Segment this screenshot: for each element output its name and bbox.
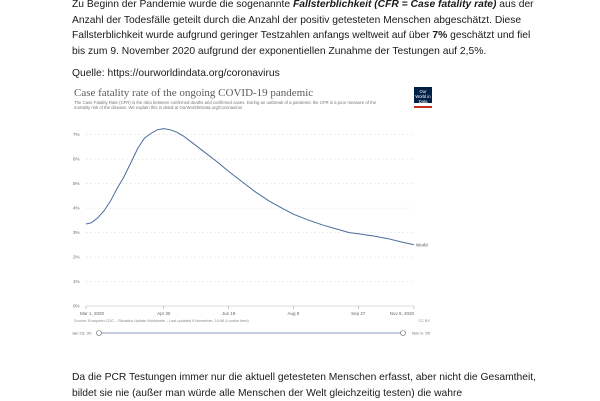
owid-logo: Our World in Data <box>414 87 432 108</box>
timeline-end-label: Nov 9, '20 <box>412 331 431 336</box>
source-line: Quelle: https://ourworldindata.org/coron… <box>72 68 280 79</box>
y-tick-label: 4% <box>73 206 80 211</box>
cfr-chart-figure: Case fatality rate of the ongoing COVID-… <box>72 87 432 340</box>
paragraph-run: Fallsterblichkeit (CFR = Case fatality r… <box>292 0 497 10</box>
second-paragraph: Da die PCR Testungen immer nur die aktue… <box>72 372 536 399</box>
paragraph-run: Zu Beginn der Pandemie wurde die sogenan… <box>72 0 293 10</box>
y-tick-label: 5% <box>73 181 80 186</box>
x-tick-label: Mar 1, 2020 <box>80 311 105 316</box>
y-tick-label: 0% <box>73 304 80 309</box>
x-tick-label: Sep 27 <box>351 311 366 316</box>
chart-title: Case fatality rate of the ongoing COVID-… <box>74 87 314 99</box>
timeline-start-handle[interactable] <box>96 330 102 336</box>
intro-paragraph: Zu Beginn der Pandemie wurde die sogenan… <box>72 0 542 59</box>
y-tick-label: 2% <box>73 255 80 260</box>
y-tick-label: 3% <box>73 230 80 235</box>
paragraph-run: aus der Anzahl der Todesfälle geteilt du… <box>72 0 534 41</box>
timeline-start-label: Jan 23, '20 <box>72 331 92 336</box>
series-line-world <box>85 128 415 246</box>
chart-source: Source: European CDC – Situation Update … <box>74 319 249 323</box>
paragraph-run: 7% <box>432 30 448 41</box>
chart-subtitle: The Case Fatality Rate (CFR) is the rati… <box>74 100 377 110</box>
line-chart: 0% 1% 2% 3% 4% 5% 6% 7% Mar 1, 2020 Apr 30 Jun 19 A… <box>72 128 431 336</box>
paragraph-run: geschätzt und fiel bis zum 9. November 2… <box>72 30 531 57</box>
y-tick-label: 6% <box>73 157 80 162</box>
x-tick-label: Nov 9, 2020 <box>390 311 415 316</box>
x-tick-label: Aug 8 <box>288 311 300 316</box>
series-label: World <box>416 242 428 247</box>
timeline-end-handle[interactable] <box>400 330 406 336</box>
x-tick-label: Jun 19 <box>222 311 236 316</box>
x-tick-label: Apr 30 <box>157 311 171 316</box>
y-tick-label: 7% <box>73 132 80 137</box>
y-tick-label: 1% <box>73 279 80 284</box>
chart-license: CC BY <box>418 319 430 323</box>
